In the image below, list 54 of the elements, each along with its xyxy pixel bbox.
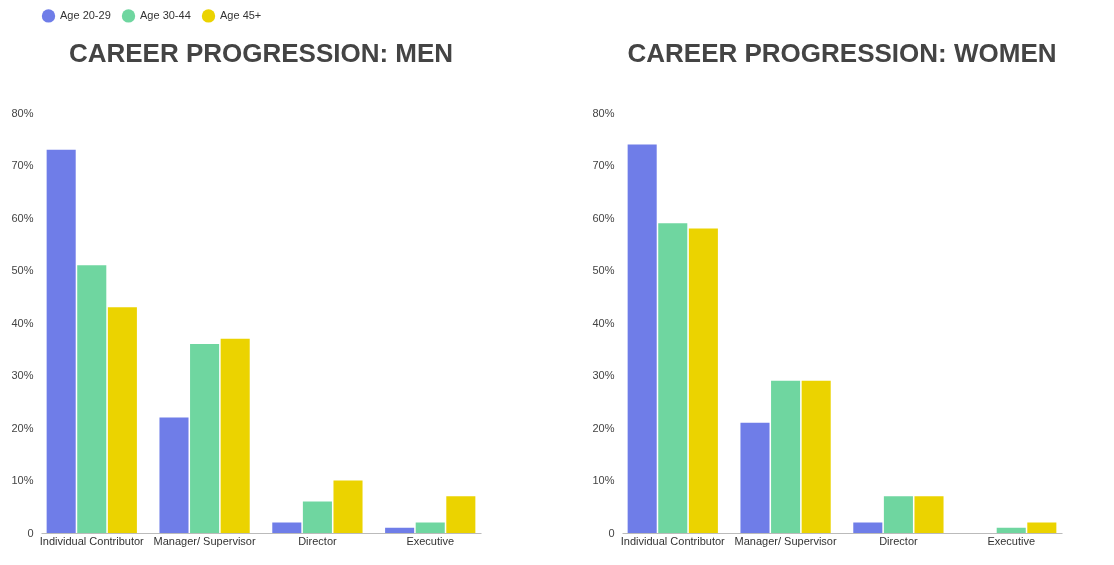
y-tick-label: 20% bbox=[592, 421, 615, 434]
bar bbox=[771, 380, 801, 533]
bar bbox=[220, 338, 250, 533]
y-tick-label: 30% bbox=[592, 369, 615, 381]
x-tick-label: Manager/ Supervisor bbox=[734, 534, 837, 547]
bar bbox=[801, 380, 831, 533]
y-tick-label: 70% bbox=[11, 159, 34, 171]
bar bbox=[302, 501, 332, 533]
y-tick-label: 80% bbox=[11, 106, 34, 119]
y-tick-label: 40% bbox=[592, 316, 615, 329]
legend-label: Age 45+ bbox=[220, 8, 262, 21]
x-tick-label: Executive bbox=[406, 534, 455, 547]
y-tick-label: 80% bbox=[592, 106, 615, 119]
x-tick-label: Manager/ Supervisor bbox=[153, 534, 256, 547]
bar bbox=[190, 344, 220, 533]
bar bbox=[883, 496, 913, 533]
legend-label: Age 20-29 bbox=[60, 8, 111, 21]
y-tick-label: 20% bbox=[11, 421, 34, 434]
bar bbox=[914, 496, 944, 533]
bar bbox=[385, 527, 415, 533]
bar bbox=[853, 522, 883, 533]
y-tick-label: 0 bbox=[27, 526, 34, 539]
y-tick-label: 40% bbox=[11, 316, 34, 329]
y-tick-label: 10% bbox=[592, 474, 615, 486]
y-tick-label: 10% bbox=[11, 474, 34, 486]
y-tick-label: 50% bbox=[11, 264, 34, 276]
bar bbox=[740, 422, 770, 533]
chart-title: CAREER PROGRESSION: WOMEN bbox=[627, 38, 1057, 68]
bar bbox=[333, 480, 363, 533]
bar bbox=[996, 527, 1026, 533]
x-tick-label: Executive bbox=[987, 534, 1036, 547]
x-tick-label: Individual Contributor bbox=[620, 534, 726, 547]
bar bbox=[1027, 522, 1057, 533]
bar bbox=[46, 149, 76, 533]
y-tick-label: 50% bbox=[592, 264, 615, 276]
bar bbox=[627, 144, 657, 533]
y-tick-label: 30% bbox=[11, 369, 34, 381]
y-tick-label: 0 bbox=[608, 526, 615, 539]
y-tick-label: 60% bbox=[11, 211, 34, 224]
bar bbox=[446, 496, 476, 533]
bar bbox=[272, 522, 302, 533]
x-tick-label: Director bbox=[298, 534, 337, 547]
chart-title: CAREER PROGRESSION: MEN bbox=[68, 38, 454, 68]
x-tick-label: Director bbox=[879, 534, 918, 547]
bar bbox=[658, 223, 688, 533]
bar bbox=[159, 417, 189, 533]
bar bbox=[107, 307, 137, 533]
y-tick-label: 60% bbox=[592, 211, 615, 224]
bar bbox=[688, 228, 718, 533]
x-tick-label: Individual Contributor bbox=[39, 534, 145, 547]
bar bbox=[77, 265, 107, 533]
legend-label: Age 30-44 bbox=[140, 8, 191, 21]
y-tick-label: 70% bbox=[592, 159, 615, 171]
bar bbox=[415, 522, 445, 533]
